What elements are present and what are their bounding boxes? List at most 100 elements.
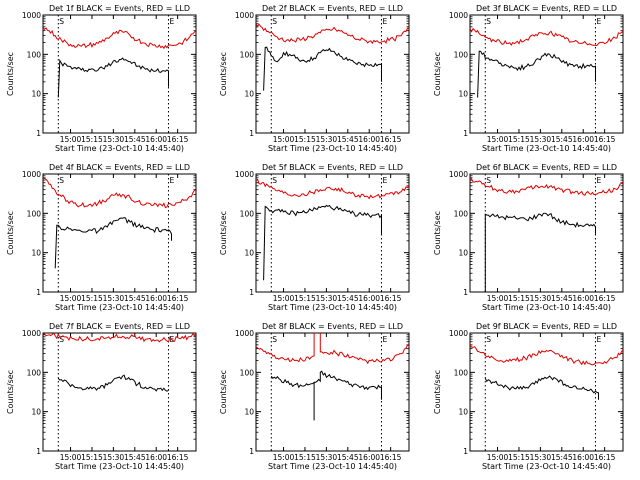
series-line-lld bbox=[256, 333, 409, 365]
y-tick-label: 100 bbox=[240, 209, 255, 218]
panel-det-5f: Det 5f BLACK = Events, RED = LLD 1 10 100 10… bbox=[219, 163, 410, 312]
y-tick-label: 1000 bbox=[235, 329, 254, 338]
x-axis-label: Start Time (23-Oct-10 14:45:40) bbox=[55, 462, 184, 471]
x-tick-label: 15:30 bbox=[530, 135, 552, 144]
x-tick-label: 16:00 bbox=[358, 294, 380, 303]
x-tick-label: 15:45 bbox=[551, 294, 573, 303]
x-tick-label: 16:00 bbox=[145, 135, 167, 144]
plot-frame bbox=[255, 14, 410, 134]
y-tick-label: 10 bbox=[458, 249, 468, 258]
x-tick-label: 15:00 bbox=[487, 294, 509, 303]
x-tick-label: 15:15 bbox=[508, 294, 530, 303]
panel-title: Det 1f BLACK = Events, RED = LLD bbox=[49, 4, 190, 13]
marker-label-e: E bbox=[382, 17, 387, 26]
x-tick-label: 16:00 bbox=[145, 453, 167, 462]
y-tick-label: 100 bbox=[454, 50, 469, 59]
series-line-events bbox=[54, 217, 172, 269]
x-tick-label: 15:15 bbox=[81, 135, 103, 144]
x-tick-label: 15:30 bbox=[103, 294, 125, 303]
x-tick-label: 16:15 bbox=[167, 294, 189, 303]
y-tick-label: 1 bbox=[463, 288, 468, 297]
x-tick-label: 16:15 bbox=[380, 135, 402, 144]
marker-label-s: S bbox=[59, 17, 64, 26]
panel-title: Det 7f BLACK = Events, RED = LLD bbox=[49, 322, 190, 331]
y-axis-label: Counts/sec bbox=[6, 52, 15, 96]
x-tick-label: 15:15 bbox=[294, 453, 316, 462]
plot-frame bbox=[469, 332, 624, 452]
y-tick-label: 1 bbox=[36, 447, 41, 456]
panel-det-6f: Det 6f BLACK = Events, RED = LLD 1 10 100 10… bbox=[433, 163, 624, 312]
x-axis-label: Start Time (23-Oct-10 14:45:40) bbox=[55, 303, 184, 312]
y-tick-label: 1000 bbox=[235, 11, 254, 20]
series-line-events bbox=[484, 212, 596, 292]
x-tick-label: 15:00 bbox=[60, 135, 82, 144]
y-axis-label: Counts/sec bbox=[219, 52, 228, 96]
series-line-lld bbox=[470, 178, 623, 196]
plot-frame bbox=[469, 14, 624, 134]
x-tick-label: 16:15 bbox=[167, 135, 189, 144]
x-tick-label: 15:00 bbox=[273, 294, 295, 303]
marker-label-s: S bbox=[486, 176, 491, 185]
x-tick-label: 15:45 bbox=[551, 135, 573, 144]
x-tick-label: 15:00 bbox=[487, 135, 509, 144]
y-tick-label: 10 bbox=[244, 408, 254, 417]
marker-label-s: S bbox=[486, 335, 491, 344]
panel-title: Det 8f BLACK = Events, RED = LLD bbox=[262, 322, 403, 331]
x-tick-label: 15:15 bbox=[508, 135, 530, 144]
plot-frame bbox=[42, 173, 197, 293]
x-tick-label: 15:45 bbox=[124, 135, 146, 144]
y-tick-label: 1 bbox=[249, 447, 254, 456]
x-tick-label: 16:15 bbox=[380, 453, 402, 462]
panel-det-3f: Det 3f BLACK = Events, RED = LLD 1 10 100 10… bbox=[433, 4, 624, 153]
series-line-lld bbox=[43, 177, 196, 209]
x-tick-label: 16:15 bbox=[594, 294, 616, 303]
x-tick-label: 15:30 bbox=[530, 453, 552, 462]
y-tick-label: 10 bbox=[31, 408, 41, 417]
y-tick-label: 1000 bbox=[449, 11, 468, 20]
marker-label-s: S bbox=[272, 17, 277, 26]
series-line-events bbox=[57, 57, 169, 98]
panel-title: Det 5f BLACK = Events, RED = LLD bbox=[262, 163, 403, 172]
x-tick-label: 15:45 bbox=[551, 453, 573, 462]
y-tick-label: 1000 bbox=[449, 170, 468, 179]
x-tick-label: 15:00 bbox=[273, 135, 295, 144]
y-axis-label: Counts/sec bbox=[219, 370, 228, 414]
series-line-lld bbox=[470, 27, 623, 47]
y-tick-label: 10 bbox=[244, 249, 254, 258]
series-line-events bbox=[484, 375, 599, 400]
series-line-lld bbox=[470, 344, 623, 366]
panel-det-4f: Det 4f BLACK = Events, RED = LLD 1 10 100 10… bbox=[6, 163, 197, 312]
series-line-lld bbox=[43, 27, 196, 50]
x-tick-label: 15:30 bbox=[103, 453, 125, 462]
y-tick-label: 1 bbox=[463, 129, 468, 138]
x-tick-label: 16:00 bbox=[572, 453, 594, 462]
panel-det-1f: Det 1f BLACK = Events, RED = LLD 1 10 100 10… bbox=[6, 4, 197, 153]
series-line-lld bbox=[256, 178, 409, 200]
marker-label-s: S bbox=[272, 335, 277, 344]
y-tick-label: 1 bbox=[249, 288, 254, 297]
panel-title: Det 9f BLACK = Events, RED = LLD bbox=[476, 322, 617, 331]
y-tick-label: 100 bbox=[454, 209, 469, 218]
x-tick-label: 15:30 bbox=[316, 453, 338, 462]
x-tick-label: 15:15 bbox=[508, 453, 530, 462]
y-axis-label: Counts/sec bbox=[433, 211, 442, 255]
y-tick-label: 1000 bbox=[22, 11, 41, 20]
x-tick-label: 16:15 bbox=[594, 453, 616, 462]
series-line-lld bbox=[256, 23, 409, 45]
y-tick-label: 100 bbox=[454, 368, 469, 377]
panel-det-7f: Det 7f BLACK = Events, RED = LLD 1 10 100 10… bbox=[6, 322, 197, 471]
y-tick-label: 100 bbox=[27, 50, 42, 59]
x-tick-label: 15:15 bbox=[81, 453, 103, 462]
x-tick-label: 15:15 bbox=[81, 294, 103, 303]
x-axis-label: Start Time (23-Oct-10 14:45:40) bbox=[268, 303, 397, 312]
series-line-lld bbox=[43, 333, 196, 343]
x-tick-label: 15:15 bbox=[294, 135, 316, 144]
x-tick-label: 16:00 bbox=[358, 135, 380, 144]
marker-label-s: S bbox=[59, 176, 64, 185]
x-axis-label: Start Time (23-Oct-10 14:45:40) bbox=[55, 144, 184, 153]
x-tick-label: 16:00 bbox=[572, 294, 594, 303]
y-axis-label: Counts/sec bbox=[219, 211, 228, 255]
y-tick-label: 10 bbox=[458, 408, 468, 417]
plot-frame bbox=[469, 173, 624, 293]
y-axis-label: Counts/sec bbox=[433, 52, 442, 96]
